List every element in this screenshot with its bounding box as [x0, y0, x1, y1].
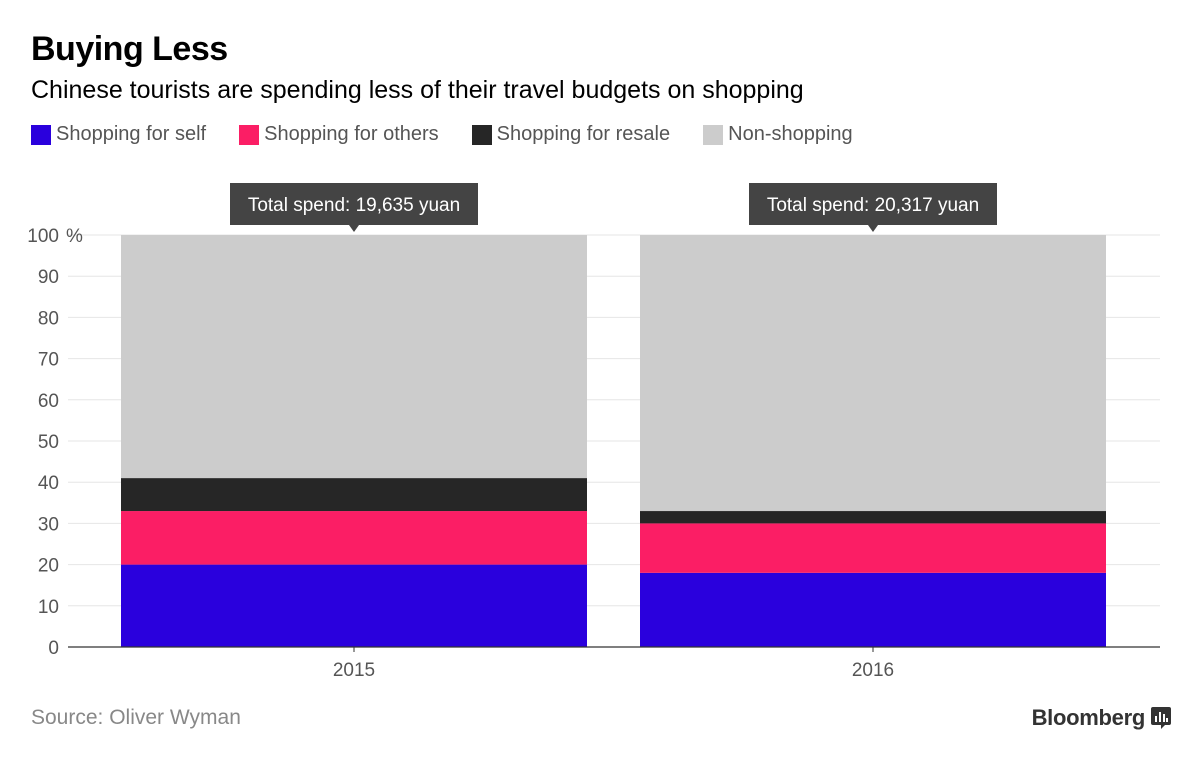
legend-item-self: Shopping for self: [31, 123, 206, 146]
annotation-box-2016: [749, 183, 997, 225]
y-tick-label-10: 10: [38, 597, 59, 618]
source-note: Source: Oliver Wyman: [31, 706, 241, 729]
bar-2015-non-shopping: [121, 235, 587, 479]
bar-chart-icon: [1151, 707, 1171, 729]
legend-label-others: Shopping for others: [264, 123, 439, 145]
legend-swatch-others: [239, 124, 260, 145]
y-unit-label: %: [66, 226, 83, 247]
legend-label-resale: Shopping for resale: [496, 123, 671, 145]
legend-label-self: Shopping for self: [56, 123, 207, 145]
brand-logo: Bloomberg: [1032, 705, 1171, 731]
bar-2015-shopping-for-others: [121, 511, 587, 565]
y-tick-label-40: 40: [38, 473, 59, 494]
bar-2016-shopping-for-others: [640, 523, 1106, 573]
legend-swatch-resale: [471, 124, 492, 145]
annotation-box-2015: [230, 183, 478, 225]
annotation-label-2015: Total spend: 19,635 yuan: [248, 195, 460, 216]
legend-swatch-non-shopping: [703, 124, 724, 145]
y-tick-label-70: 70: [38, 350, 59, 371]
legend-label-non-shopping: Non-shopping: [728, 123, 853, 145]
chart-subtitle: Chinese tourists are spending less of th…: [31, 76, 804, 104]
legend-swatch-self: [31, 124, 51, 145]
bar-2016-non-shopping: [640, 235, 1106, 512]
y-tick-label-60: 60: [38, 391, 59, 412]
bar-2015-shopping-for-self: [121, 564, 587, 647]
legend-item-resale: Shopping for resale: [471, 123, 671, 146]
x-tick-label-2016: 2016: [852, 660, 894, 681]
legend-item-non-shopping: Non-shopping: [703, 123, 853, 146]
y-tick-label-30: 30: [38, 514, 59, 535]
annotation-pointer-2016: [868, 225, 878, 232]
annotation-label-2016: Total spend: 20,317 yuan: [767, 195, 979, 216]
brand-name: Bloomberg: [1031, 705, 1146, 730]
y-tick-label-0: 0: [48, 638, 59, 659]
legend: Shopping for self Shopping for others Sh…: [31, 123, 886, 146]
x-tick-label-2015: 2015: [333, 660, 375, 681]
bar-2016-shopping-for-self: [640, 572, 1106, 647]
y-tick-label-20: 20: [38, 556, 59, 577]
annotation-pointer-2015: [349, 225, 359, 232]
bar-2016-shopping-for-resale: [640, 511, 1106, 524]
y-tick-label-50: 50: [38, 432, 59, 453]
bar-2015-shopping-for-resale: [121, 478, 587, 512]
y-tick-label-80: 80: [38, 308, 59, 329]
y-tick-label-90: 90: [38, 267, 59, 288]
y-tick-label-100: 100: [27, 226, 59, 247]
chart-title: Buying Less: [31, 30, 228, 68]
legend-item-others: Shopping for others: [239, 123, 439, 146]
